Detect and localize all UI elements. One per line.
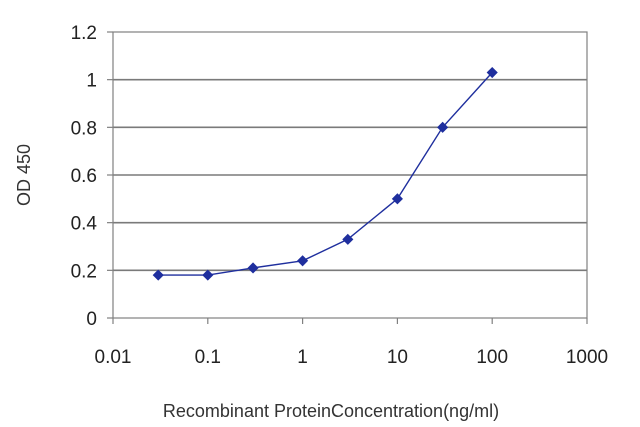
- data-point-0-7: [486, 66, 498, 79]
- x-tick-label-1000: 1000: [566, 347, 608, 368]
- y-tick-label-0.8: 0.8: [71, 118, 97, 139]
- x-tick-label-1: 1: [297, 347, 308, 368]
- data-point-0-2: [247, 262, 259, 274]
- series-line-0: [158, 72, 493, 276]
- y-axis-tick-labels: 0 0.2 0.4 0.6 0.8 1 1.2: [71, 23, 98, 330]
- data-point-0-5: [391, 193, 403, 205]
- data-point-0-0: [152, 269, 164, 281]
- y-axis-tick-marks: [107, 31, 113, 319]
- y-tick-label-1: 1: [86, 71, 97, 92]
- y-tick-label-0.4: 0.4: [71, 214, 98, 235]
- y-tick-label-0: 0: [86, 309, 97, 330]
- data-point-0-4: [342, 233, 354, 245]
- y-tick-label-0.2: 0.2: [71, 261, 97, 282]
- x-tick-label-10: 10: [387, 347, 408, 368]
- y-axis-title: OD 450: [14, 144, 34, 206]
- data-point-0-3: [297, 255, 309, 267]
- data-point-0-6: [437, 121, 449, 133]
- x-tick-label-0.01: 0.01: [95, 347, 132, 368]
- x-axis-title: Recombinant ProteinConcentration(ng/ml): [163, 401, 499, 421]
- x-axis-tick-marks: [112, 318, 588, 324]
- series-group: [152, 66, 498, 281]
- y-tick-label-1.2: 1.2: [71, 23, 97, 44]
- y-tick-label-0.6: 0.6: [71, 166, 97, 187]
- x-tick-label-0.1: 0.1: [195, 347, 221, 368]
- x-tick-label-100: 100: [476, 347, 508, 368]
- gridlines: [113, 78, 587, 272]
- x-axis-tick-labels: 0.01 0.1 1 10 100 1000: [95, 347, 609, 368]
- data-point-0-1: [202, 269, 214, 281]
